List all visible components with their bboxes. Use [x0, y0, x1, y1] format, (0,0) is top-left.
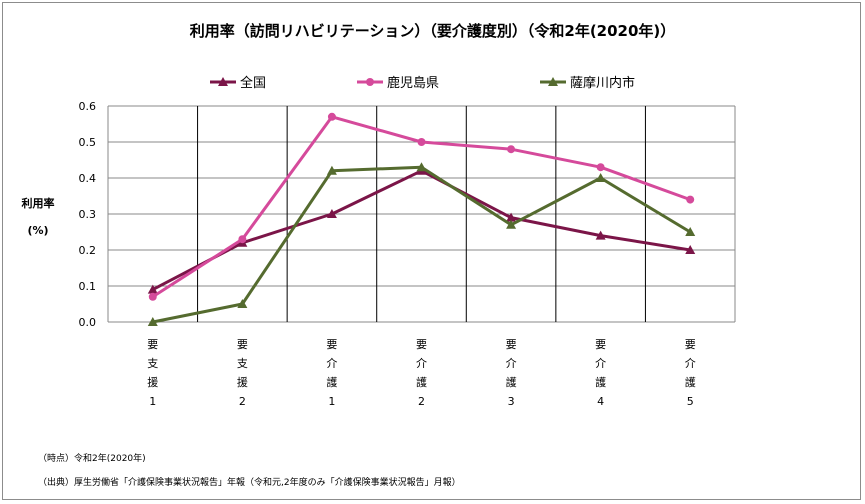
data-point: [327, 112, 336, 121]
data-point: [417, 138, 426, 146]
data-point: [595, 230, 606, 240]
legend-entry: 薩摩川内市: [570, 75, 635, 91]
x-tick-label: 介: [416, 357, 427, 370]
x-tick-label: 介: [506, 357, 517, 370]
data-point: [596, 163, 605, 172]
y-axis-label-unit: (%): [27, 224, 49, 237]
x-tick-label: 援: [237, 375, 248, 389]
x-tick-label: 要: [326, 338, 337, 351]
data-point: [238, 235, 247, 244]
x-tick-label: 支: [237, 357, 248, 370]
chart-title: 利用率（訪問リハビリテーション）（要介護度別）（令和2年(2020年)）: [189, 22, 676, 40]
note-timepoint: （時点）令和2年(2020年): [38, 454, 146, 464]
legend-marker: [218, 77, 228, 86]
x-tick-label: 護: [326, 375, 337, 389]
legend-marker: [548, 77, 558, 86]
x-tick-label: 2: [239, 395, 246, 408]
x-tick-label: 支: [147, 357, 158, 370]
data-point: [416, 162, 427, 172]
y-tick-label: 0.3: [79, 208, 97, 221]
x-tick-label: 護: [685, 375, 696, 389]
x-tick-label: 介: [595, 357, 606, 370]
data-point: [685, 227, 696, 236]
y-tick-label: 0.6: [79, 100, 97, 113]
data-point: [147, 284, 158, 294]
y-tick-label: 0.2: [79, 244, 97, 257]
y-tick-label: 0.1: [79, 280, 97, 293]
data-point: [237, 299, 248, 308]
data-point: [686, 195, 695, 204]
x-tick-label: 要: [237, 338, 248, 351]
y-axis-label: 利用率 (%): [18, 190, 58, 244]
x-tick-label: 護: [416, 375, 427, 389]
x-tick-label: 要: [506, 338, 517, 351]
note-source: （出典）厚生労働省「介護保険事業状況報告」年報（令和元,2年度のみ「介護保険事業…: [38, 478, 461, 488]
chart-notes: （時点）令和2年(2020年) （出典）厚生労働省「介護保険事業状況報告」年報（…: [38, 447, 461, 495]
y-axis-label-line: 利用率: [21, 197, 55, 210]
x-tick-label: 介: [326, 357, 337, 370]
x-tick-label: 要: [595, 338, 606, 351]
x-tick-label: 5: [687, 395, 694, 408]
data-point: [506, 219, 517, 229]
x-tick-label: 1: [328, 395, 335, 408]
y-tick-label: 0.4: [79, 172, 97, 185]
legend-entry: 全国: [240, 75, 266, 91]
x-tick-label: 援: [147, 375, 158, 389]
y-tick-label: 0.0: [79, 316, 97, 329]
data-point: [148, 292, 157, 301]
legend-marker: [366, 78, 374, 86]
x-tick-label: 介: [685, 357, 696, 370]
data-point: [326, 165, 337, 175]
x-tick-label: 要: [416, 338, 427, 351]
x-tick-label: 要: [685, 338, 696, 351]
legend-entry: 鹿児島県: [387, 75, 439, 91]
x-tick-label: 2: [418, 395, 425, 408]
x-tick-label: 1: [149, 395, 156, 408]
x-tick-label: 4: [597, 395, 604, 408]
data-point: [326, 209, 337, 218]
x-tick-label: 護: [506, 375, 517, 389]
data-point: [506, 212, 517, 222]
x-tick-label: 要: [147, 338, 158, 351]
data-point: [507, 145, 516, 154]
x-tick-label: 護: [595, 375, 606, 389]
y-tick-label: 0.5: [79, 136, 97, 149]
series-line-0: [152, 169, 691, 291]
data-point: [595, 173, 606, 182]
data-point: [147, 317, 158, 326]
x-tick-label: 3: [508, 395, 515, 408]
data-point: [685, 245, 696, 254]
